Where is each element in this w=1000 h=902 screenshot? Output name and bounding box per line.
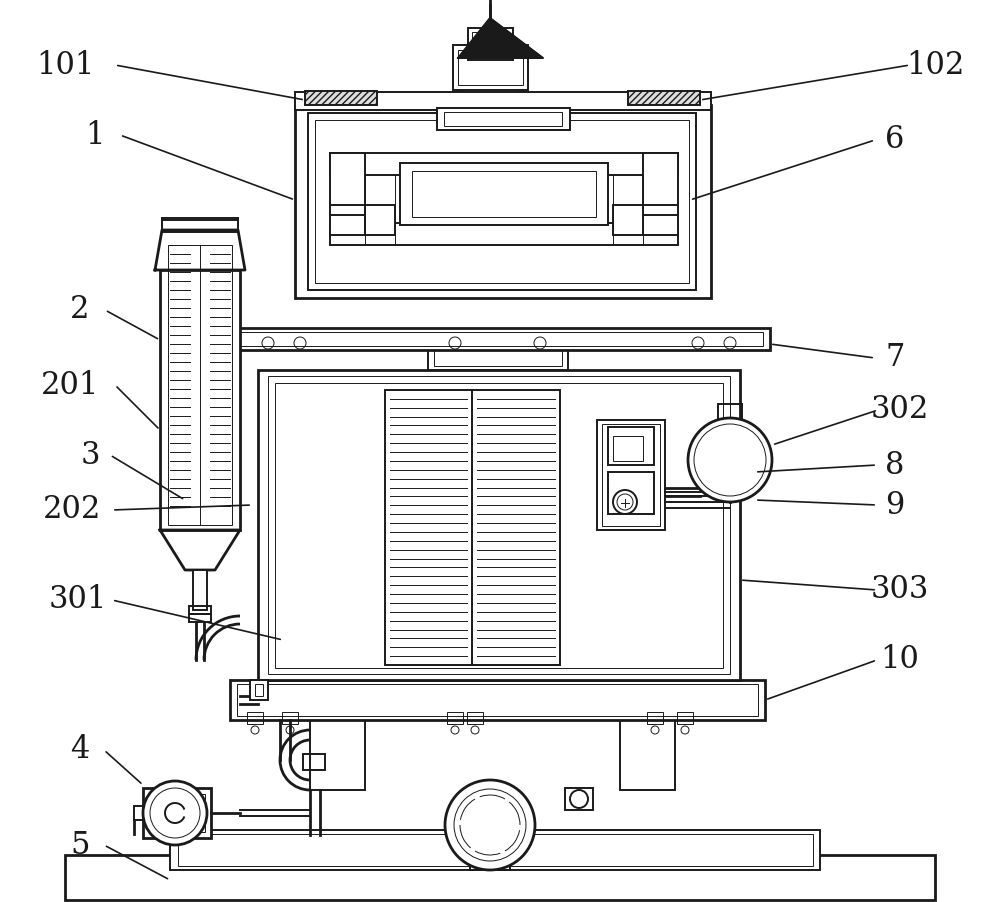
Bar [472,51,508,78]
Bar [170,830,820,870]
Bar [608,472,654,514]
Bar [458,80,523,102]
Bar [268,376,730,674]
Bar [565,788,593,810]
Bar [468,47,512,82]
Bar [453,45,528,90]
Text: 8: 8 [885,449,905,481]
Circle shape [694,424,766,496]
Text: 10: 10 [881,645,919,676]
Bar [295,92,711,110]
Bar [189,606,211,614]
Polygon shape [160,530,240,570]
Bar [412,171,596,217]
Bar [677,712,693,724]
Circle shape [688,418,772,502]
Bar [434,344,562,366]
Circle shape [150,788,200,838]
Bar [458,50,523,85]
Text: 1: 1 [85,119,105,151]
Bar [303,754,325,770]
Bar [149,794,205,832]
Bar [255,684,263,696]
Bar [178,834,813,866]
Bar [247,712,263,724]
Bar [643,153,678,235]
Bar [400,163,608,225]
Bar [237,332,763,346]
Bar [230,680,765,720]
Text: 202: 202 [43,494,101,526]
Bar [718,404,742,420]
Bar [193,570,207,610]
Bar [620,720,675,790]
Text: 4: 4 [70,734,90,766]
Bar [718,486,742,500]
Bar [275,383,723,668]
Bar [189,614,211,622]
Bar [134,806,146,820]
Bar [230,328,770,350]
Bar [428,340,568,370]
Bar [437,108,570,130]
Bar [444,112,562,126]
Bar [168,245,232,525]
Text: 3: 3 [80,439,100,471]
Circle shape [445,780,535,870]
Bar [258,370,740,680]
Bar [613,205,643,235]
Polygon shape [155,230,245,270]
Bar [365,205,395,235]
Bar [162,218,238,232]
Text: 303: 303 [871,575,929,605]
Bar [647,712,663,724]
Text: 2: 2 [70,294,90,326]
Text: 6: 6 [885,124,905,155]
Bar [385,390,560,665]
Bar [315,120,689,283]
Bar [305,91,377,105]
Bar [310,720,365,790]
Bar [330,223,678,245]
Bar [330,153,678,175]
Bar [472,32,509,56]
Text: 5: 5 [70,830,90,861]
Bar [237,684,758,716]
Bar [597,420,665,530]
Bar [462,84,519,98]
Bar [470,858,510,870]
Bar [468,28,513,60]
Bar [160,270,240,530]
Text: 302: 302 [871,394,929,426]
Circle shape [454,789,526,861]
Bar [608,427,654,465]
Bar [602,424,660,526]
Bar [308,113,696,290]
Text: 7: 7 [885,343,905,373]
Polygon shape [458,18,543,58]
Bar [467,712,483,724]
Text: 9: 9 [885,490,905,520]
Text: 301: 301 [49,584,107,615]
Circle shape [143,781,207,845]
Bar [282,712,298,724]
Bar [628,91,700,105]
Bar [143,788,211,838]
Bar [295,105,711,298]
Bar [613,436,643,461]
Bar [250,680,268,700]
Text: 101: 101 [36,50,94,80]
Bar [447,712,463,724]
Bar [330,153,365,235]
Bar [65,855,935,900]
Text: 102: 102 [906,50,964,80]
Text: 201: 201 [41,370,99,400]
